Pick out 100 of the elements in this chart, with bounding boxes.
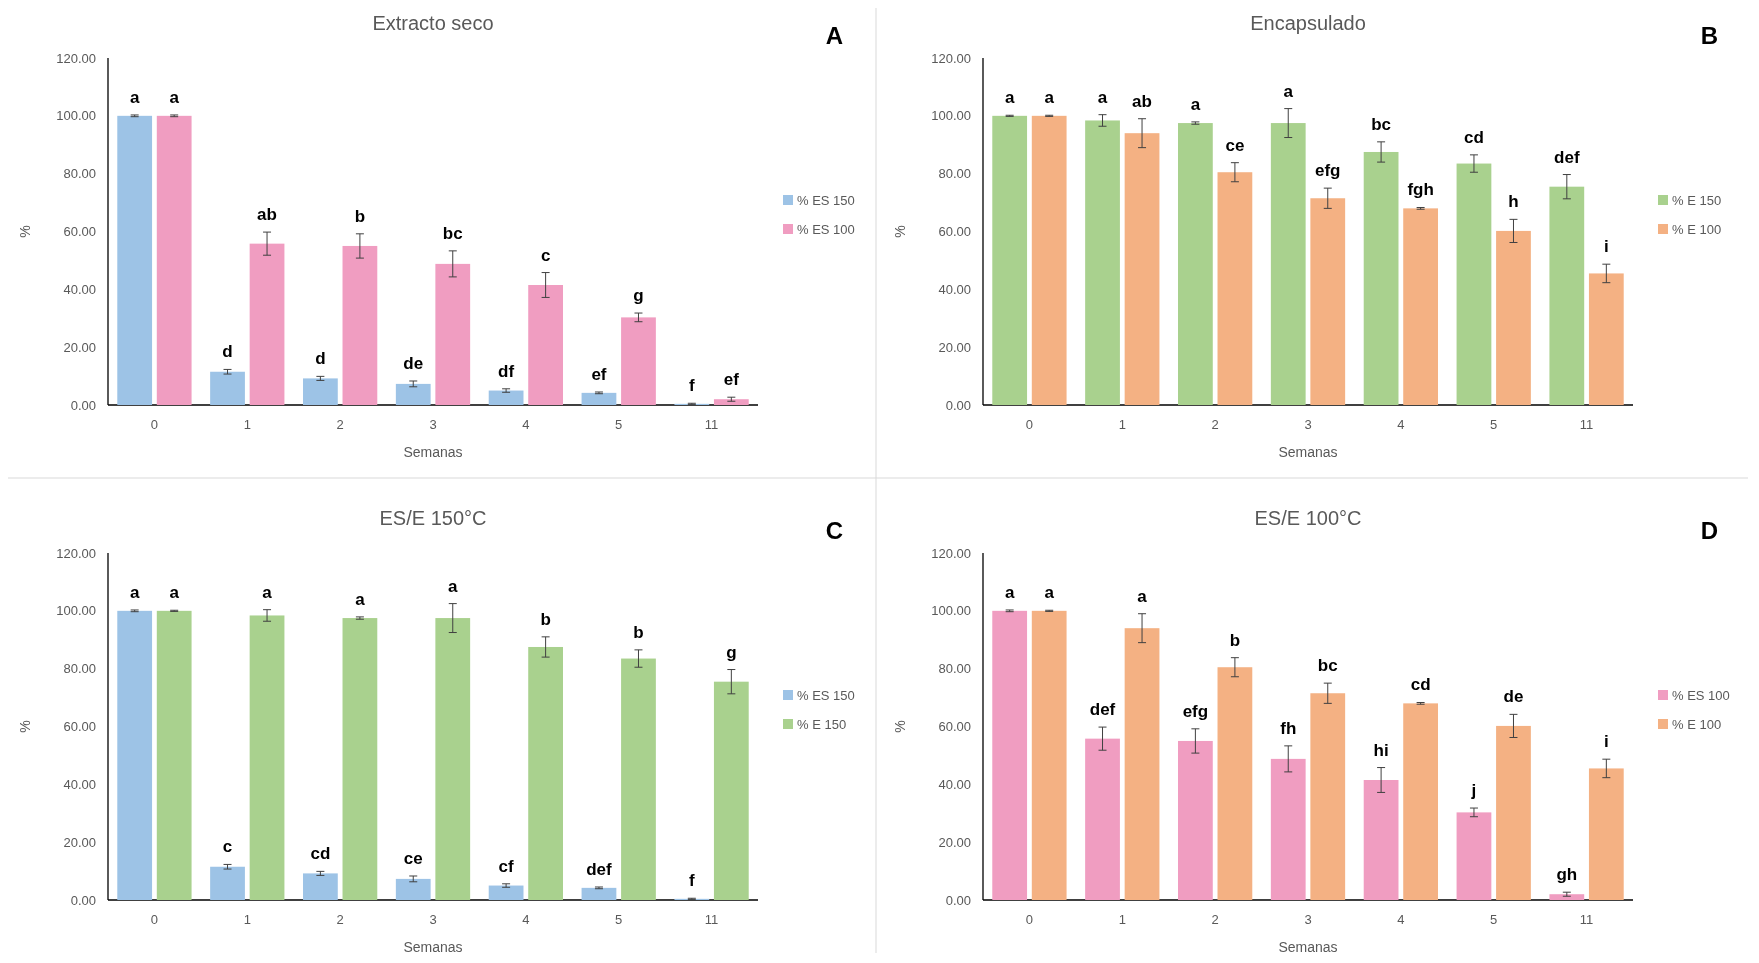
bar [581, 392, 617, 405]
bar [992, 115, 1028, 405]
bar [1496, 230, 1531, 405]
bar [713, 399, 749, 405]
data-label: fgh [1407, 180, 1434, 200]
data-label: gh [1556, 865, 1578, 885]
data-label: d [222, 342, 233, 362]
text: A [825, 22, 843, 49]
data-label: j [1470, 781, 1477, 801]
bar [1085, 738, 1120, 900]
x-tick-label: 3 [1304, 912, 1312, 927]
y-tick-label: 60.00 [63, 224, 96, 240]
bar [581, 887, 617, 900]
bar [117, 610, 153, 900]
bar [1549, 186, 1585, 405]
data-label: a [1097, 87, 1108, 107]
data-label: a [169, 87, 180, 107]
chart-title: ES/E 100°C [1254, 507, 1362, 529]
data-label: a [1190, 94, 1201, 114]
bar [1496, 725, 1531, 900]
data-label: bc [442, 223, 463, 243]
bar [249, 615, 285, 900]
bar [435, 263, 471, 405]
x-tick-label: 2 [336, 912, 344, 927]
bar [117, 115, 153, 405]
x-tick-label: 0 [150, 912, 159, 927]
chart-title: ES/E 150°C [379, 507, 487, 529]
y-tick-label: 20.00 [938, 339, 971, 355]
x-axis-title: Semanas [1278, 939, 1338, 955]
y-tick-label: 40.00 [63, 776, 96, 792]
data-label: b [540, 609, 551, 629]
data-label: g [633, 286, 644, 306]
bar [1031, 115, 1067, 405]
data-label: c [222, 837, 233, 857]
text: C [825, 517, 843, 544]
y-tick-label: 100.00 [931, 108, 971, 124]
data-label: a [129, 87, 140, 107]
bar [621, 317, 656, 405]
bar [1456, 163, 1492, 405]
legend-label: % E 150 [797, 716, 847, 732]
data-label: c [540, 245, 551, 265]
y-tick-label: 60.00 [63, 719, 96, 735]
data-label: b [1229, 630, 1241, 650]
data-label: cf [498, 856, 514, 876]
data-label: bc [1317, 656, 1338, 676]
data-label: a [1044, 88, 1055, 108]
data-label: cd [1410, 675, 1431, 695]
y-tick-label: 80.00 [63, 166, 96, 182]
x-tick-label: 4 [522, 912, 530, 927]
data-label: a [169, 583, 180, 603]
data-label: ef [723, 370, 740, 390]
bar [1588, 768, 1624, 900]
y-tick-label: 60.00 [938, 719, 971, 735]
x-tick-label: 11 [1579, 912, 1594, 927]
x-tick-label: 5 [1490, 912, 1498, 927]
x-tick-label: 4 [1397, 912, 1405, 927]
data-label: a [1004, 582, 1015, 602]
bar [156, 610, 192, 900]
bar [342, 245, 378, 405]
bar [210, 371, 245, 405]
x-tick-label: 5 [1490, 417, 1498, 432]
y-tick-label: 100.00 [56, 603, 96, 619]
data-label: a [1044, 583, 1055, 603]
y-tick-label: 120.00 [56, 545, 96, 561]
bar [1270, 758, 1306, 900]
x-tick-label: 3 [429, 912, 437, 927]
y-tick-label: 0.00 [70, 397, 96, 413]
data-label: a [355, 589, 366, 609]
bar [303, 873, 338, 900]
data-label: def [1554, 147, 1580, 167]
bar [1363, 780, 1399, 900]
bar [1178, 740, 1213, 900]
bar [1217, 172, 1253, 405]
data-label: efg [1315, 161, 1341, 181]
bar [1031, 610, 1067, 900]
data-label: h [1508, 192, 1519, 212]
data-label: i [1603, 732, 1609, 752]
x-axis-title: Semanas [403, 444, 463, 460]
bar [249, 243, 285, 405]
y-tick-label: 120.00 [56, 50, 96, 66]
bar [1310, 693, 1346, 900]
data-label: i [1603, 237, 1609, 257]
y-tick-label: 80.00 [938, 166, 971, 182]
y-tick-label: 80.00 [63, 661, 96, 677]
y-tick-label: 0.00 [945, 397, 971, 413]
bar [395, 383, 431, 405]
bar [488, 390, 524, 405]
data-label: b [354, 206, 366, 226]
data-label: ce [1225, 135, 1245, 155]
bar [1403, 208, 1438, 405]
data-label: a [1283, 81, 1294, 101]
y-tick-label: 0.00 [70, 892, 96, 908]
bar [1124, 133, 1160, 405]
data-label: df [498, 361, 515, 381]
bar [1549, 894, 1585, 900]
x-axis-title: Semanas [403, 939, 463, 955]
bar [1363, 151, 1399, 405]
x-tick-label: 1 [1118, 417, 1126, 432]
data-label: de [1503, 687, 1524, 707]
data-label: cd [1464, 127, 1484, 147]
